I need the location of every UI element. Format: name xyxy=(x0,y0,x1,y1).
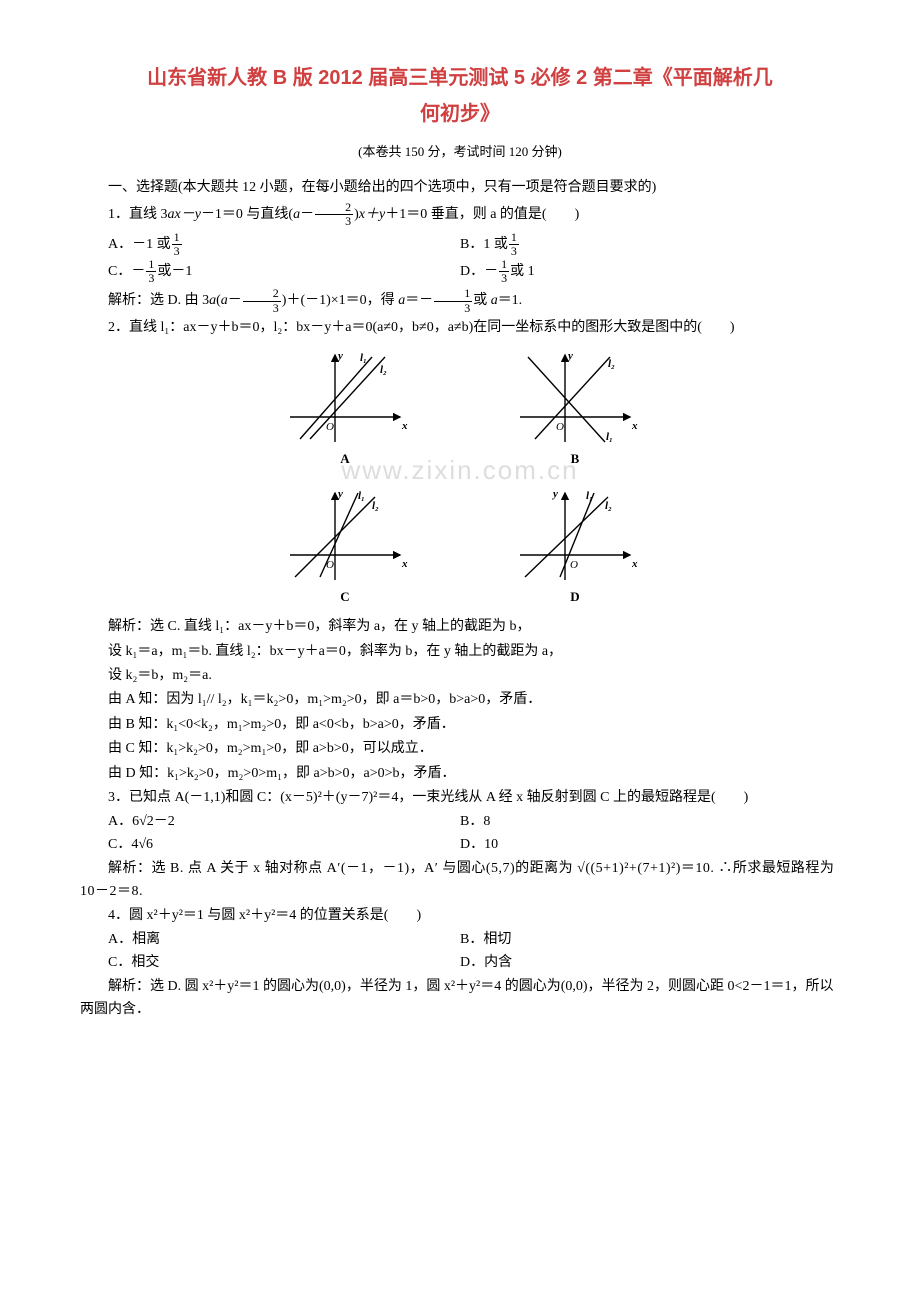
q4-answer: 解析：选 D. 圆 x²＋y²＝1 的圆心为(0,0)，半径为 1，圆 x²＋y… xyxy=(80,976,840,1021)
svg-text:l₁: l₁ xyxy=(360,352,367,364)
q2-stem: 2．直线 l₁：ax－y＋b＝0，l₂：bx－y＋a＝0(a≠0，b≠0，a≠b… xyxy=(80,317,840,339)
svg-text:x: x xyxy=(401,558,408,570)
svg-text:l₁: l₁ xyxy=(606,431,613,443)
diagram-c: O x y l₁ l₂ xyxy=(280,485,410,585)
svg-text:O: O xyxy=(570,559,578,571)
q2-ans3: 设 k₂＝b，m₂＝a. xyxy=(80,665,840,687)
svg-text:y: y xyxy=(336,488,343,500)
svg-text:y: y xyxy=(566,350,573,362)
diagram-d: O x y l₁ l₂ xyxy=(510,485,640,585)
svg-text:l₁: l₁ xyxy=(586,490,593,502)
q1-stem: 1．直线 3ax－y－1＝0 与直线(a－23)x＋y＋1＝0 垂直，则 a 的… xyxy=(80,201,840,228)
q3-stem: 3．已知点 A(－1,1)和圆 C：(x－5)²＋(y－7)²＝4，一束光线从 … xyxy=(80,787,840,809)
diagram-a: O x y l₁ l₂ xyxy=(280,347,410,447)
svg-text:y: y xyxy=(336,350,343,362)
q1-answer: 解析：选 D. 由 3a(a－23)＋(－1)×1＝0，得 a＝－13或 a＝1… xyxy=(80,287,840,314)
svg-text:O: O xyxy=(326,421,334,433)
q3-options: A．6√2－2 B．8 C．4√6 D．10 xyxy=(80,811,840,856)
diagram-b: O x y l₂ l₁ xyxy=(510,347,640,447)
doc-subtitle: (本卷共 150 分，考试时间 120 分钟) xyxy=(80,142,840,163)
svg-text:l₂: l₂ xyxy=(608,358,615,370)
doc-title: 山东省新人教 B 版 2012 届高三单元测试 5 必修 2 第二章《平面解析几… xyxy=(80,60,840,132)
svg-text:l₂: l₂ xyxy=(605,500,612,512)
q2-diagrams: O x y l₁ l₂ A O x y l₂ l₁ B xyxy=(80,347,840,608)
svg-text:x: x xyxy=(631,558,638,570)
q2-ans6: 由 C 知：k₁>k₂>0，m₂>m₁>0，即 a>b>0，可以成立． xyxy=(80,738,840,760)
q2-ans2: 设 k₁＝a，m₁＝b. 直线 l₂：bx－y＋a＝0，斜率为 b，在 y 轴上… xyxy=(80,641,840,663)
svg-text:x: x xyxy=(401,420,408,432)
q3-answer: 解析：选 B. 点 A 关于 x 轴对称点 A′(－1，－1)，A′ 与圆心(5… xyxy=(80,858,840,903)
q2-ans7: 由 D 知：k₁>k₂>0，m₂>0>m₁，即 a>b>0，a>0>b，矛盾． xyxy=(80,763,840,785)
q4-options: A．相离 B．相切 C．相交 D．内含 xyxy=(80,929,840,974)
q1-options: A．－1 或13 B．1 或13 C．－13或－1 D．－13或 1 xyxy=(80,231,840,286)
svg-text:x: x xyxy=(631,420,638,432)
q4-stem: 4．圆 x²＋y²＝1 与圆 x²＋y²＝4 的位置关系是( ) xyxy=(80,905,840,927)
svg-text:l₂: l₂ xyxy=(372,500,379,512)
svg-text:l₂: l₂ xyxy=(380,364,387,376)
q2-ans4: 由 A 知：因为 l₁// l₂，k₁＝k₂>0，m₁>m₂>0，即 a＝b>0… xyxy=(80,689,840,711)
svg-text:y: y xyxy=(551,488,558,500)
svg-text:l₁: l₁ xyxy=(358,490,365,502)
q2-ans1: 解析：选 C. 直线 l₁：ax－y＋b＝0，斜率为 a，在 y 轴上的截距为 … xyxy=(80,616,840,638)
svg-text:O: O xyxy=(556,421,564,433)
q2-ans5: 由 B 知：k₁<0<k₂，m₁>m₂>0，即 a<0<b，b>a>0，矛盾． xyxy=(80,714,840,736)
section-intro: 一、选择题(本大题共 12 小题，在每小题给出的四个选项中，只有一项是符合题目要… xyxy=(80,177,840,199)
